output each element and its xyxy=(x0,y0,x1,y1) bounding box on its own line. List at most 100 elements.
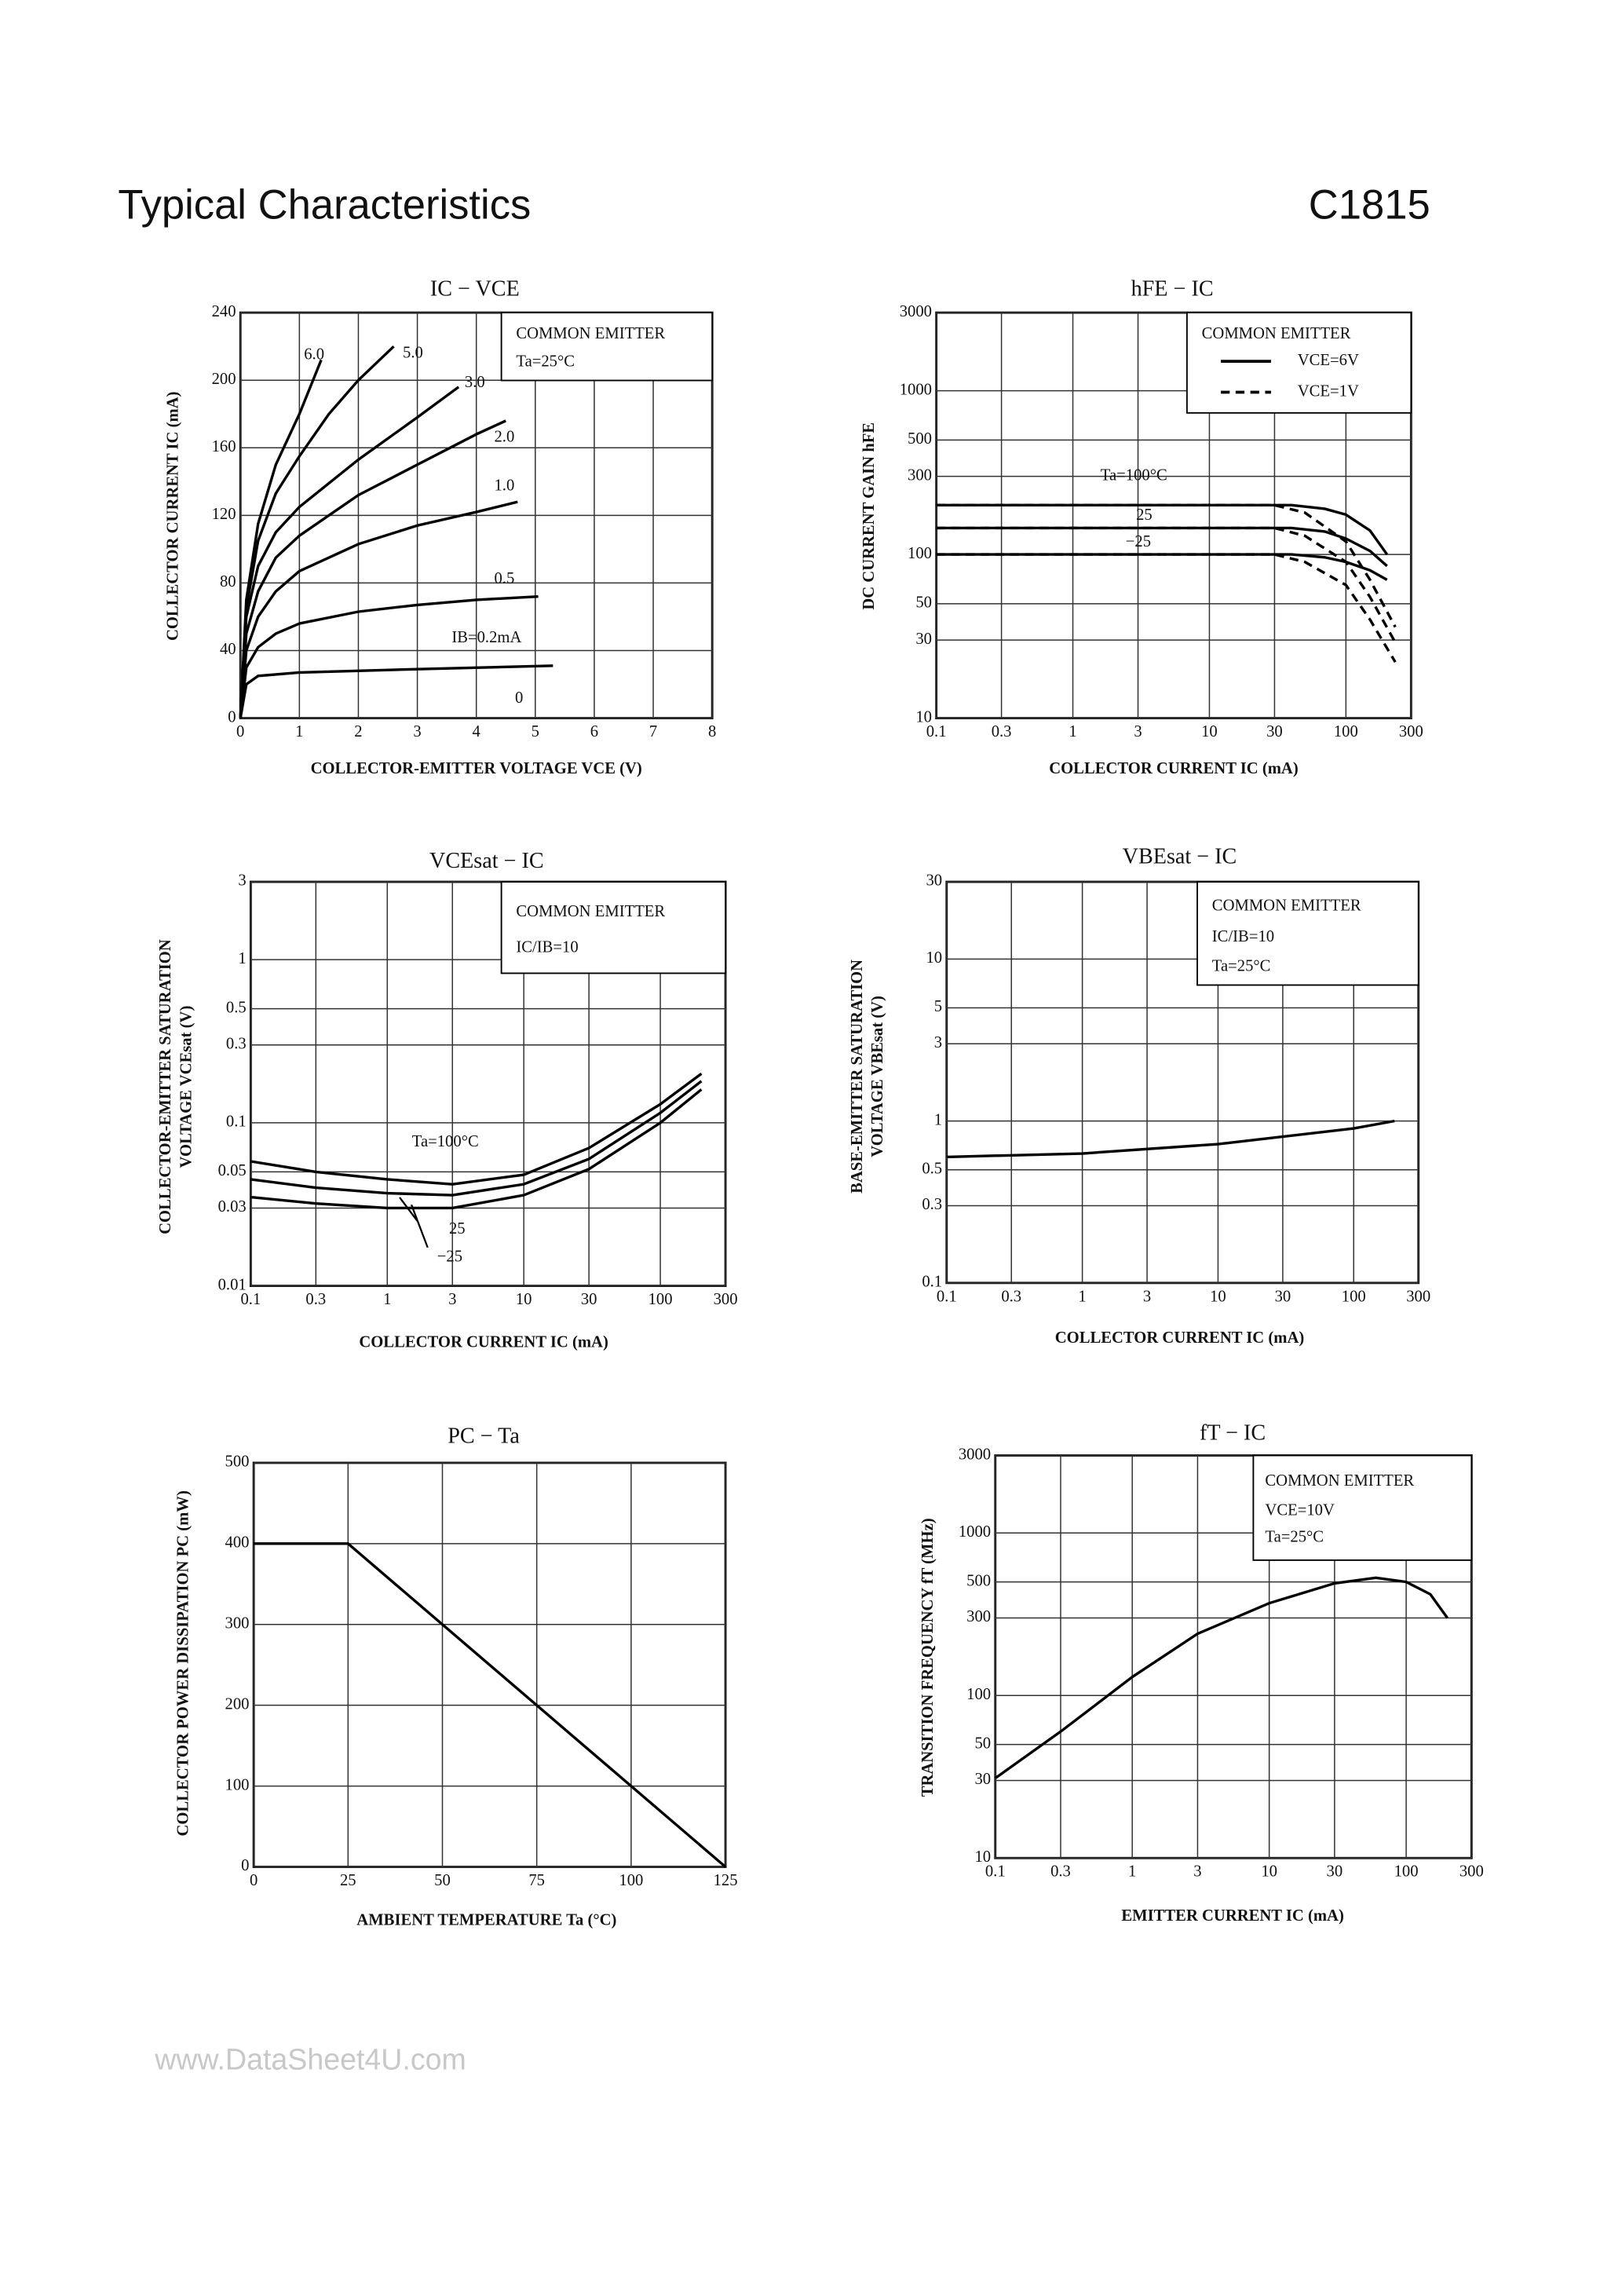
y-tick-label: 3000 xyxy=(900,303,932,320)
x-tick-label: 0.1 xyxy=(985,1863,1006,1881)
y-tick-label: 300 xyxy=(966,1608,991,1625)
curve-label: 0 xyxy=(515,689,523,707)
x-tick-label: 100 xyxy=(648,1291,673,1308)
y-axis-label: VOLTAGE VCEsat (V) xyxy=(177,1006,195,1168)
x-tick-label: 5 xyxy=(532,723,539,740)
curve xyxy=(250,1080,703,1197)
y-tick-label: 50 xyxy=(974,1735,991,1752)
legend-label: VCE=1V xyxy=(1298,382,1359,400)
x-tick-label: 0 xyxy=(236,723,244,740)
y-axis-label: TRANSITION FREQUENCY fT (MHz) xyxy=(919,1518,937,1797)
legend-text: COMMON EMITTER xyxy=(1265,1472,1414,1490)
y-tick-label: 0 xyxy=(228,708,236,726)
x-tick-label: 0 xyxy=(250,1872,258,1889)
y-axis-label: VOLTAGE VBEsat (V) xyxy=(869,996,886,1157)
y-tick-label: 1 xyxy=(934,1111,942,1128)
y-tick-label: 0.1 xyxy=(922,1274,942,1291)
x-tick-label: 3 xyxy=(1134,723,1142,740)
x-tick-label: 25 xyxy=(340,1872,356,1889)
x-tick-label: 1 xyxy=(1078,1288,1086,1305)
pointer xyxy=(411,1204,429,1249)
curve xyxy=(250,1088,703,1210)
x-tick-label: 300 xyxy=(714,1291,738,1308)
y-tick-label: 0.01 xyxy=(218,1276,247,1293)
x-tick-label: 75 xyxy=(528,1872,545,1889)
y-tick-label: 100 xyxy=(908,545,932,562)
curve-label: 25 xyxy=(449,1220,466,1238)
curve-label: Ta=100°C xyxy=(412,1133,479,1150)
curve xyxy=(239,419,506,718)
legend-text: Ta=25°C xyxy=(516,353,575,371)
curve-label: 3.0 xyxy=(465,374,485,391)
x-tick-label: 3 xyxy=(1143,1288,1151,1305)
y-tick-label: 300 xyxy=(908,466,932,484)
x-tick-label: 1 xyxy=(295,723,303,740)
y-tick-label: 0 xyxy=(241,1857,249,1874)
x-tick-label: 10 xyxy=(1201,723,1218,740)
legend-text: Ta=25°C xyxy=(1212,958,1271,975)
x-tick-label: 0.3 xyxy=(1001,1288,1021,1305)
curve xyxy=(936,526,1397,643)
y-tick-label: 80 xyxy=(220,573,236,590)
chart-title: hFE − IC xyxy=(1131,276,1214,301)
y-tick-label: 100 xyxy=(225,1776,250,1793)
y-tick-label: 1 xyxy=(238,950,246,967)
y-tick-label: 0.05 xyxy=(218,1162,247,1179)
y-tick-label: 120 xyxy=(212,506,236,523)
y-axis-label: BASE-EMITTER SATURATION xyxy=(849,960,866,1194)
x-tick-label: 3 xyxy=(413,723,421,740)
x-tick-label: 125 xyxy=(714,1872,738,1889)
curve xyxy=(946,1119,1395,1159)
legend-label: VCE=6V xyxy=(1298,352,1359,369)
curve xyxy=(936,526,1388,568)
y-axis-label: COLLECTOR-EMITTER SATURATION xyxy=(157,939,174,1234)
curve-label: IB=0.2mA xyxy=(451,629,521,646)
curve-label: 1.0 xyxy=(494,477,514,494)
legend-box xyxy=(500,312,714,382)
x-tick-label: 4 xyxy=(473,723,480,740)
legend-text: IC/IB=10 xyxy=(516,938,578,956)
x-tick-label: 30 xyxy=(1327,1863,1343,1881)
curve-label: −25 xyxy=(1126,533,1151,550)
y-tick-label: 300 xyxy=(225,1615,250,1632)
x-tick-label: 1 xyxy=(383,1291,391,1308)
x-tick-label: 1 xyxy=(1128,1863,1136,1881)
curve-label: 0.5 xyxy=(494,570,514,587)
legend-box xyxy=(1252,1454,1473,1561)
y-tick-label: 500 xyxy=(225,1453,250,1471)
x-tick-label: 10 xyxy=(516,1291,532,1308)
y-axis-label: COLLECTOR POWER DISSIPATION PC (mW) xyxy=(175,1490,192,1836)
legend-text: COMMON EMITTER xyxy=(1212,898,1361,915)
chart-title: VBEsat − IC xyxy=(1123,844,1237,868)
x-tick-label: 0.1 xyxy=(926,723,947,740)
y-tick-label: 3000 xyxy=(959,1446,991,1463)
y-tick-label: 240 xyxy=(212,303,236,320)
x-tick-label: 3 xyxy=(1193,1863,1201,1881)
x-tick-label: 100 xyxy=(1334,723,1358,740)
y-tick-label: 5 xyxy=(934,998,942,1015)
y-tick-label: 100 xyxy=(966,1686,991,1703)
y-tick-label: 3 xyxy=(934,1034,942,1051)
watermark: www.DataSheet4U.com xyxy=(154,2042,466,2075)
y-tick-label: 0.3 xyxy=(226,1035,247,1052)
x-tick-label: 8 xyxy=(708,723,716,740)
chart-title: fT − IC xyxy=(1200,1421,1266,1446)
x-tick-label: 7 xyxy=(649,723,657,740)
y-axis-label: DC CURRENT GAIN hFE xyxy=(860,422,878,610)
legend-text: IC/IB=10 xyxy=(1212,928,1274,945)
x-tick-label: 30 xyxy=(1275,1288,1291,1305)
curve xyxy=(239,664,553,718)
y-tick-label: 1000 xyxy=(959,1523,991,1541)
x-tick-label: 300 xyxy=(1399,723,1423,740)
y-tick-label: 0.5 xyxy=(226,999,247,1016)
curve xyxy=(250,1072,703,1186)
curve-label: 2.0 xyxy=(494,428,514,445)
legend-box xyxy=(500,881,727,974)
x-tick-label: 0.1 xyxy=(240,1291,261,1308)
legend-text: COMMON EMITTER xyxy=(1202,325,1351,342)
y-tick-label: 50 xyxy=(915,594,932,612)
x-tick-label: 30 xyxy=(1266,723,1283,740)
y-tick-label: 500 xyxy=(908,430,932,448)
x-tick-label: 2 xyxy=(354,723,362,740)
